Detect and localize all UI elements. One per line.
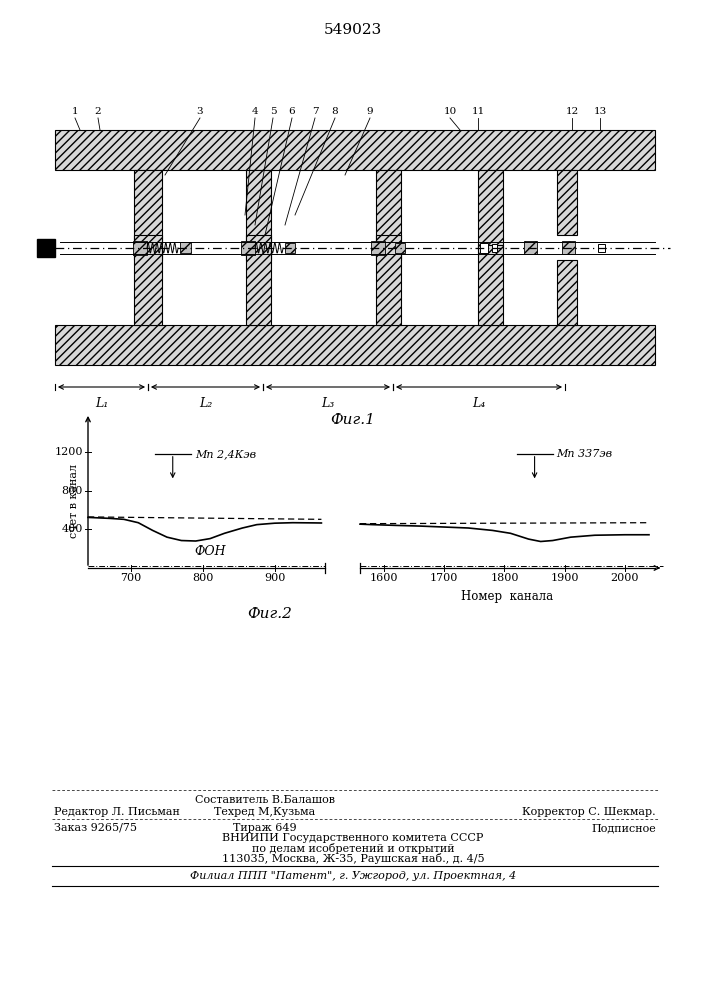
Bar (562, 241, 575, 254)
Bar (480, 243, 488, 253)
Text: ФОН: ФОН (194, 545, 226, 558)
Bar (557, 170, 577, 235)
Bar (492, 244, 497, 252)
Text: Подписное: Подписное (591, 823, 656, 833)
Text: L₄: L₄ (472, 397, 486, 410)
Text: Фиг.2: Фиг.2 (247, 607, 293, 621)
Bar (37, 239, 55, 257)
Text: 7: 7 (312, 107, 318, 116)
Text: 549023: 549023 (324, 23, 382, 37)
Bar (134, 170, 162, 260)
Bar (241, 241, 255, 255)
Text: Заказ 9265/75: Заказ 9265/75 (54, 823, 137, 833)
Text: 12: 12 (566, 107, 578, 116)
Text: Составитель В.Балашов: Составитель В.Балашов (195, 795, 335, 805)
Text: 1700: 1700 (430, 573, 458, 583)
Bar (55, 325, 655, 365)
Text: 113035, Москва, Ж-35, Раушская наб., д. 4/5: 113035, Москва, Ж-35, Раушская наб., д. … (222, 852, 484, 863)
Text: 3: 3 (197, 107, 204, 116)
Text: ВНИИПИ Государственного комитета СССР: ВНИИПИ Государственного комитета СССР (222, 833, 484, 843)
Bar (134, 235, 162, 325)
Text: 1200: 1200 (54, 447, 83, 457)
Text: 1: 1 (71, 107, 78, 116)
Bar (180, 242, 191, 253)
Text: 800: 800 (192, 573, 214, 583)
Bar (524, 241, 537, 254)
Bar (246, 235, 271, 325)
Text: 2: 2 (95, 107, 101, 116)
Text: 11: 11 (472, 107, 484, 116)
Bar (133, 241, 147, 255)
Text: Фиг.1: Фиг.1 (331, 413, 375, 427)
Text: Редактор Л. Письман: Редактор Л. Письман (54, 807, 180, 817)
Bar (557, 260, 577, 325)
Text: Тираж 649: Тираж 649 (233, 823, 297, 833)
Text: 400: 400 (62, 524, 83, 534)
Bar (395, 243, 405, 253)
Bar (598, 244, 605, 252)
Text: Мп 337эв: Мп 337эв (556, 449, 613, 459)
Text: 800: 800 (62, 486, 83, 496)
Bar (478, 170, 503, 250)
Text: 10: 10 (443, 107, 457, 116)
Text: Техред М,Кузьма: Техред М,Кузьма (214, 807, 315, 817)
Text: 1900: 1900 (551, 573, 579, 583)
Text: 4: 4 (252, 107, 258, 116)
Bar (371, 241, 385, 255)
Text: 9: 9 (367, 107, 373, 116)
Text: Мп 2,4Кэв: Мп 2,4Кэв (194, 449, 256, 459)
Bar (246, 170, 271, 260)
Text: 6: 6 (288, 107, 296, 116)
Text: 2000: 2000 (611, 573, 639, 583)
Text: 1800: 1800 (490, 573, 519, 583)
Text: Корректор С. Шекмар.: Корректор С. Шекмар. (522, 807, 656, 817)
Text: L₁: L₁ (95, 397, 108, 410)
Text: 13: 13 (593, 107, 607, 116)
Text: 8: 8 (332, 107, 339, 116)
Bar (478, 245, 503, 325)
Text: Номер  канала: Номер канала (462, 590, 554, 603)
Text: счет в канал: счет в канал (69, 464, 79, 538)
Text: по делам исобретений и открытий: по делам исобретений и открытий (252, 842, 455, 854)
Bar (376, 170, 401, 260)
Bar (285, 243, 295, 253)
Bar (376, 235, 401, 325)
Text: L₂: L₂ (199, 397, 212, 410)
Text: 900: 900 (264, 573, 286, 583)
Bar (55, 130, 655, 170)
Text: L₃: L₃ (322, 397, 334, 410)
Text: Филиал ППП "Патент", г. Ужгород, ул. Проектная, 4: Филиал ППП "Патент", г. Ужгород, ул. Про… (190, 871, 516, 881)
Text: 5: 5 (269, 107, 276, 116)
Text: 1600: 1600 (370, 573, 398, 583)
Text: 700: 700 (120, 573, 141, 583)
